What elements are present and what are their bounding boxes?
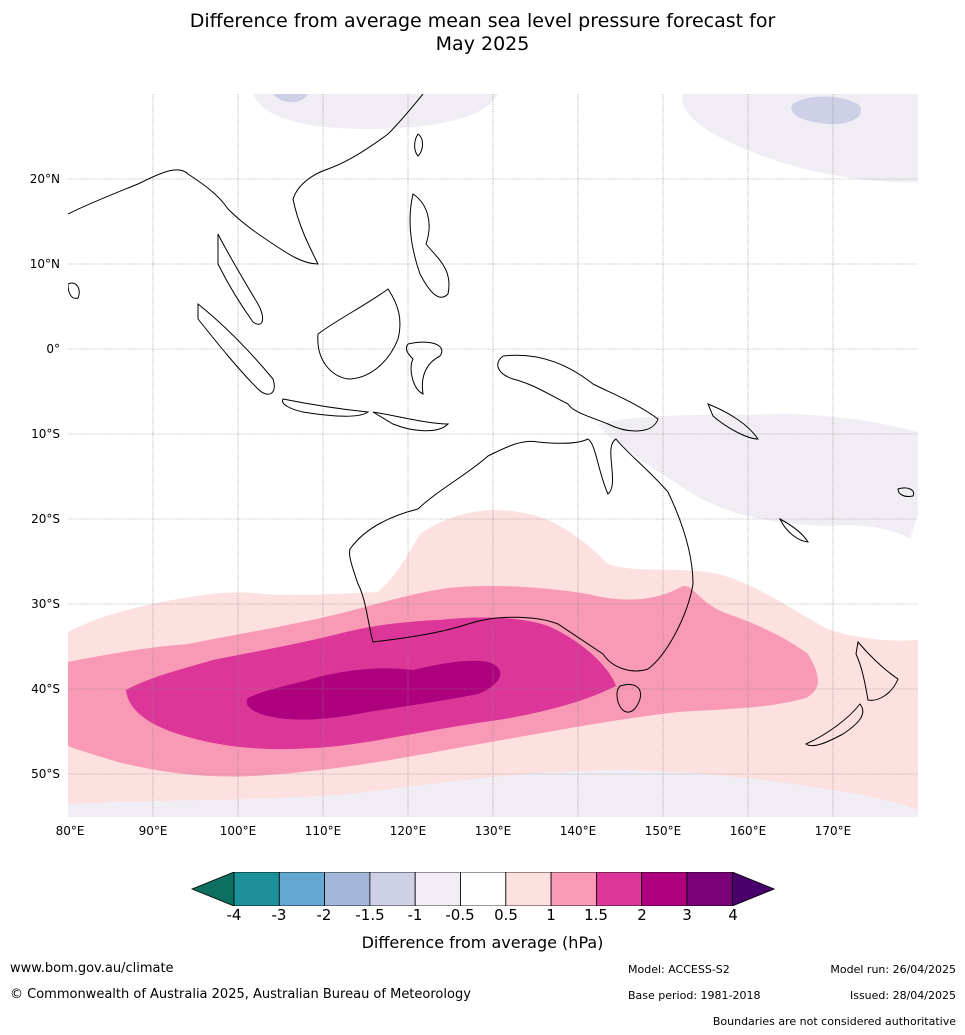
boundaries-disclaimer: Boundaries are not considered authoritat…: [712, 1015, 956, 1028]
issued-date: Issued: 28/04/2025: [849, 989, 956, 1002]
colorbar-segment: [460, 872, 507, 906]
lon-label-140e: 140°E: [559, 824, 597, 838]
sumatra-coast: [197, 302, 275, 395]
lat-label-0: 0°: [46, 342, 60, 356]
cb-tick-neg4: -4: [226, 906, 242, 924]
coastlines: [68, 94, 915, 747]
colorbar-segment: [278, 872, 326, 906]
lat-label-10s: 10°S: [31, 427, 60, 441]
colorbar-segment: [369, 872, 416, 906]
cb-tick-1-5: 1.5: [584, 906, 608, 924]
neg-anomaly-north-west: [253, 94, 498, 129]
colorbar-extend-high: [731, 872, 775, 906]
cb-tick-2: 2: [637, 906, 647, 924]
cb-tick-neg1: -1: [407, 906, 423, 924]
base-period: Base period: 1981-2018: [628, 989, 761, 1002]
cb-tick-neg2: -2: [316, 906, 332, 924]
colorbar-segment: [595, 872, 643, 906]
sulawesi-coast: [405, 341, 443, 395]
neg-anomaly-north-core: [791, 96, 862, 125]
lon-label-170e: 170°E: [814, 824, 852, 838]
colorbar-segment: [686, 872, 733, 906]
neg-anomaly-pacific: [598, 414, 918, 539]
solomon-islands-coast: [707, 403, 759, 440]
colorbar-segment: [233, 872, 280, 906]
lon-label-90e: 90°E: [138, 824, 168, 838]
copyright-text: © Commonwealth of Australia 2025, Austra…: [10, 987, 471, 1002]
title-line-1: Difference from average mean sea level p…: [189, 10, 776, 32]
cb-tick-4: 4: [728, 906, 738, 924]
cb-tick-1: 1: [546, 906, 556, 924]
lon-label-130e: 130°E: [474, 824, 512, 838]
malay-peninsula-coast: [217, 233, 264, 325]
lat-label-40s: 40°S: [31, 682, 60, 696]
borneo-coast: [317, 288, 401, 380]
lon-label-120e: 120°E: [389, 824, 427, 838]
colorbar-segment: [550, 872, 597, 906]
neg-anomaly-north-west-core: [273, 94, 308, 103]
colorbar-extend-low: [190, 872, 235, 906]
colorbar: [190, 872, 775, 906]
lat-label-30s: 30°S: [31, 597, 60, 611]
lon-label-160e: 160°E: [729, 824, 767, 838]
colorbar-segment: [414, 872, 461, 906]
colorbar-segment: [324, 872, 371, 906]
model-run-date: Model run: 26/04/2025: [830, 963, 956, 976]
title-line-2: May 2025: [435, 33, 530, 55]
cb-tick-3: 3: [682, 906, 692, 924]
graticule: [68, 94, 918, 817]
new-guinea-coast: [497, 354, 659, 432]
lat-label-20s: 20°S: [31, 512, 60, 526]
chart-title: Difference from average mean sea level p…: [0, 10, 965, 56]
lat-label-20n: 20°N: [29, 172, 60, 186]
lat-label-50s: 50°S: [31, 767, 60, 781]
website-link[interactable]: www.bom.gov.au/climate: [10, 961, 174, 976]
sri-lanka-coast: [68, 282, 80, 299]
pos-anomaly-2: [246, 660, 501, 720]
fiji-coast: [897, 487, 915, 497]
lat-label-10n: 10°N: [29, 257, 60, 271]
lesser-sunda-coast: [372, 411, 450, 432]
lon-label-150e: 150°E: [644, 824, 682, 838]
taiwan-coast: [414, 133, 423, 157]
new-caledonia-coast: [778, 517, 809, 543]
model-name: Model: ACCESS-S2: [628, 963, 730, 976]
java-coast: [281, 398, 370, 417]
new-zealand-north-coast: [855, 640, 899, 701]
tasmania-coast: [616, 684, 642, 713]
philippines-coast: [409, 193, 450, 298]
new-zealand-south-coast: [805, 703, 864, 747]
neg-anomaly-north-east: [682, 94, 918, 183]
pressure-anomaly-map: [68, 94, 918, 817]
lon-label-100e: 100°E: [219, 824, 257, 838]
cb-tick-neg1-5: -1.5: [355, 906, 385, 924]
cb-tick-neg0-5: -0.5: [445, 906, 475, 924]
australia-coast: [349, 438, 694, 672]
colorbar-title: Difference from average (hPa): [361, 933, 604, 952]
lon-label-110e: 110°E: [304, 824, 342, 838]
colorbar-segment: [641, 872, 688, 906]
cb-tick-neg3: -3: [271, 906, 287, 924]
cb-tick-0-5: 0.5: [494, 906, 518, 924]
asia-mainland-coast: [68, 94, 424, 265]
lon-label-80e: 80°E: [55, 824, 85, 838]
colorbar-segment: [505, 872, 552, 906]
